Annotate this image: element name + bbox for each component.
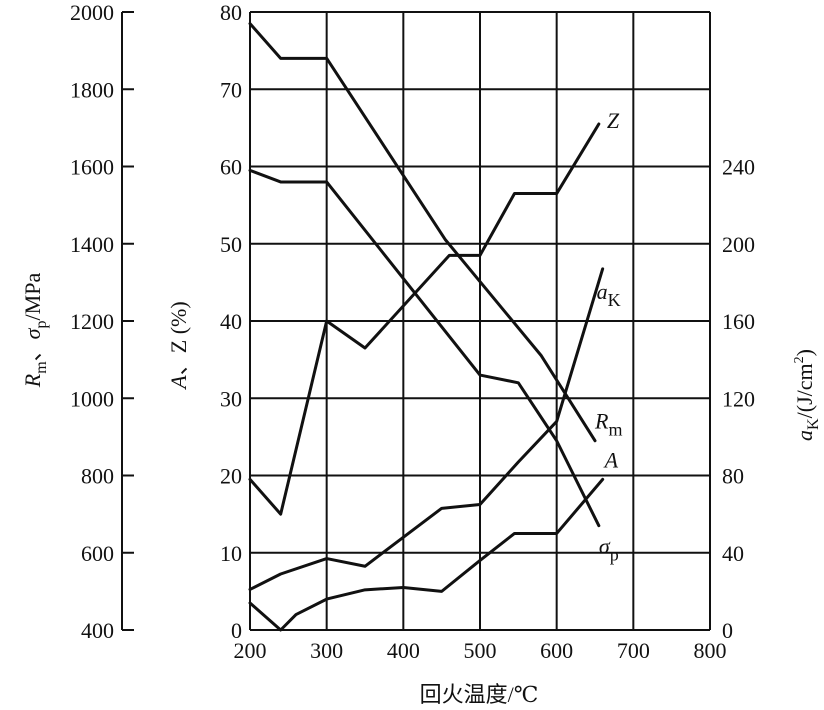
left-outer-tick-label: 1800 <box>70 77 114 102</box>
x-tick-label: 200 <box>234 638 267 663</box>
left-outer-tick-label: 2000 <box>70 0 114 25</box>
left-outer-tick-label: 1400 <box>70 232 114 257</box>
right-axis-title: aK/(J/cm2) <box>792 349 822 441</box>
left-inner-tick-label: 20 <box>220 464 242 489</box>
left-inner-axis-title: A、Z (%) <box>166 301 191 390</box>
right-tick-label: 120 <box>722 386 755 411</box>
left-outer-tick-label: 800 <box>81 464 114 489</box>
x-tick-label: 400 <box>387 638 420 663</box>
right-tick-label: 40 <box>722 541 744 566</box>
series-label: Rm <box>594 409 622 440</box>
series-ak-line <box>248 267 605 591</box>
left-inner-tick-label: 40 <box>220 309 242 334</box>
series-p-line <box>248 168 601 528</box>
left-inner-tick-label: 80 <box>220 0 242 25</box>
left-inner-tick-label: 0 <box>231 618 242 643</box>
left-inner-tick-label: 10 <box>220 541 242 566</box>
series-layer <box>248 22 605 632</box>
right-tick-label: 200 <box>722 232 755 257</box>
series-label: aK <box>597 279 621 310</box>
x-tick-label: 300 <box>310 638 343 663</box>
left-inner-tick-label: 60 <box>220 155 242 180</box>
right-tick-label: 80 <box>722 464 744 489</box>
left-inner-tick-label: 50 <box>220 232 242 257</box>
left-inner-tick-label: 30 <box>220 386 242 411</box>
grid-layer <box>249 11 711 631</box>
series-rm-line <box>248 22 597 443</box>
left-outer-axis-title: Rm、σp/MPa <box>20 273 50 389</box>
series-label: σp <box>599 534 619 565</box>
x-axis-title: 回火温度/℃ <box>420 682 539 707</box>
left-outer-tick-label: 600 <box>81 541 114 566</box>
left-outer-tick-label: 1600 <box>70 155 114 180</box>
right-tick-label: 0 <box>722 618 733 643</box>
series-label: A <box>603 447 619 472</box>
series-a-line <box>248 477 605 632</box>
left-inner-tick-label: 70 <box>220 77 242 102</box>
label-layer: ZaK Rm Aσp <box>594 108 622 565</box>
right-tick-label: 240 <box>722 155 755 180</box>
x-tick-label: 700 <box>617 638 650 663</box>
left-outer-tick-label: 1200 <box>70 309 114 334</box>
series-z-line <box>248 122 601 516</box>
x-tick-label: 600 <box>540 638 573 663</box>
axis-layer: 200 300 400 500 600 700 8004006008001000120014… <box>70 0 755 663</box>
right-tick-label: 160 <box>722 309 755 334</box>
left-outer-tick-label: 400 <box>81 618 114 643</box>
left-outer-tick-label: 1000 <box>70 386 114 411</box>
series-label: Z <box>607 108 620 133</box>
x-tick-label: 500 <box>464 638 497 663</box>
x-tick-label: 800 <box>694 638 727 663</box>
